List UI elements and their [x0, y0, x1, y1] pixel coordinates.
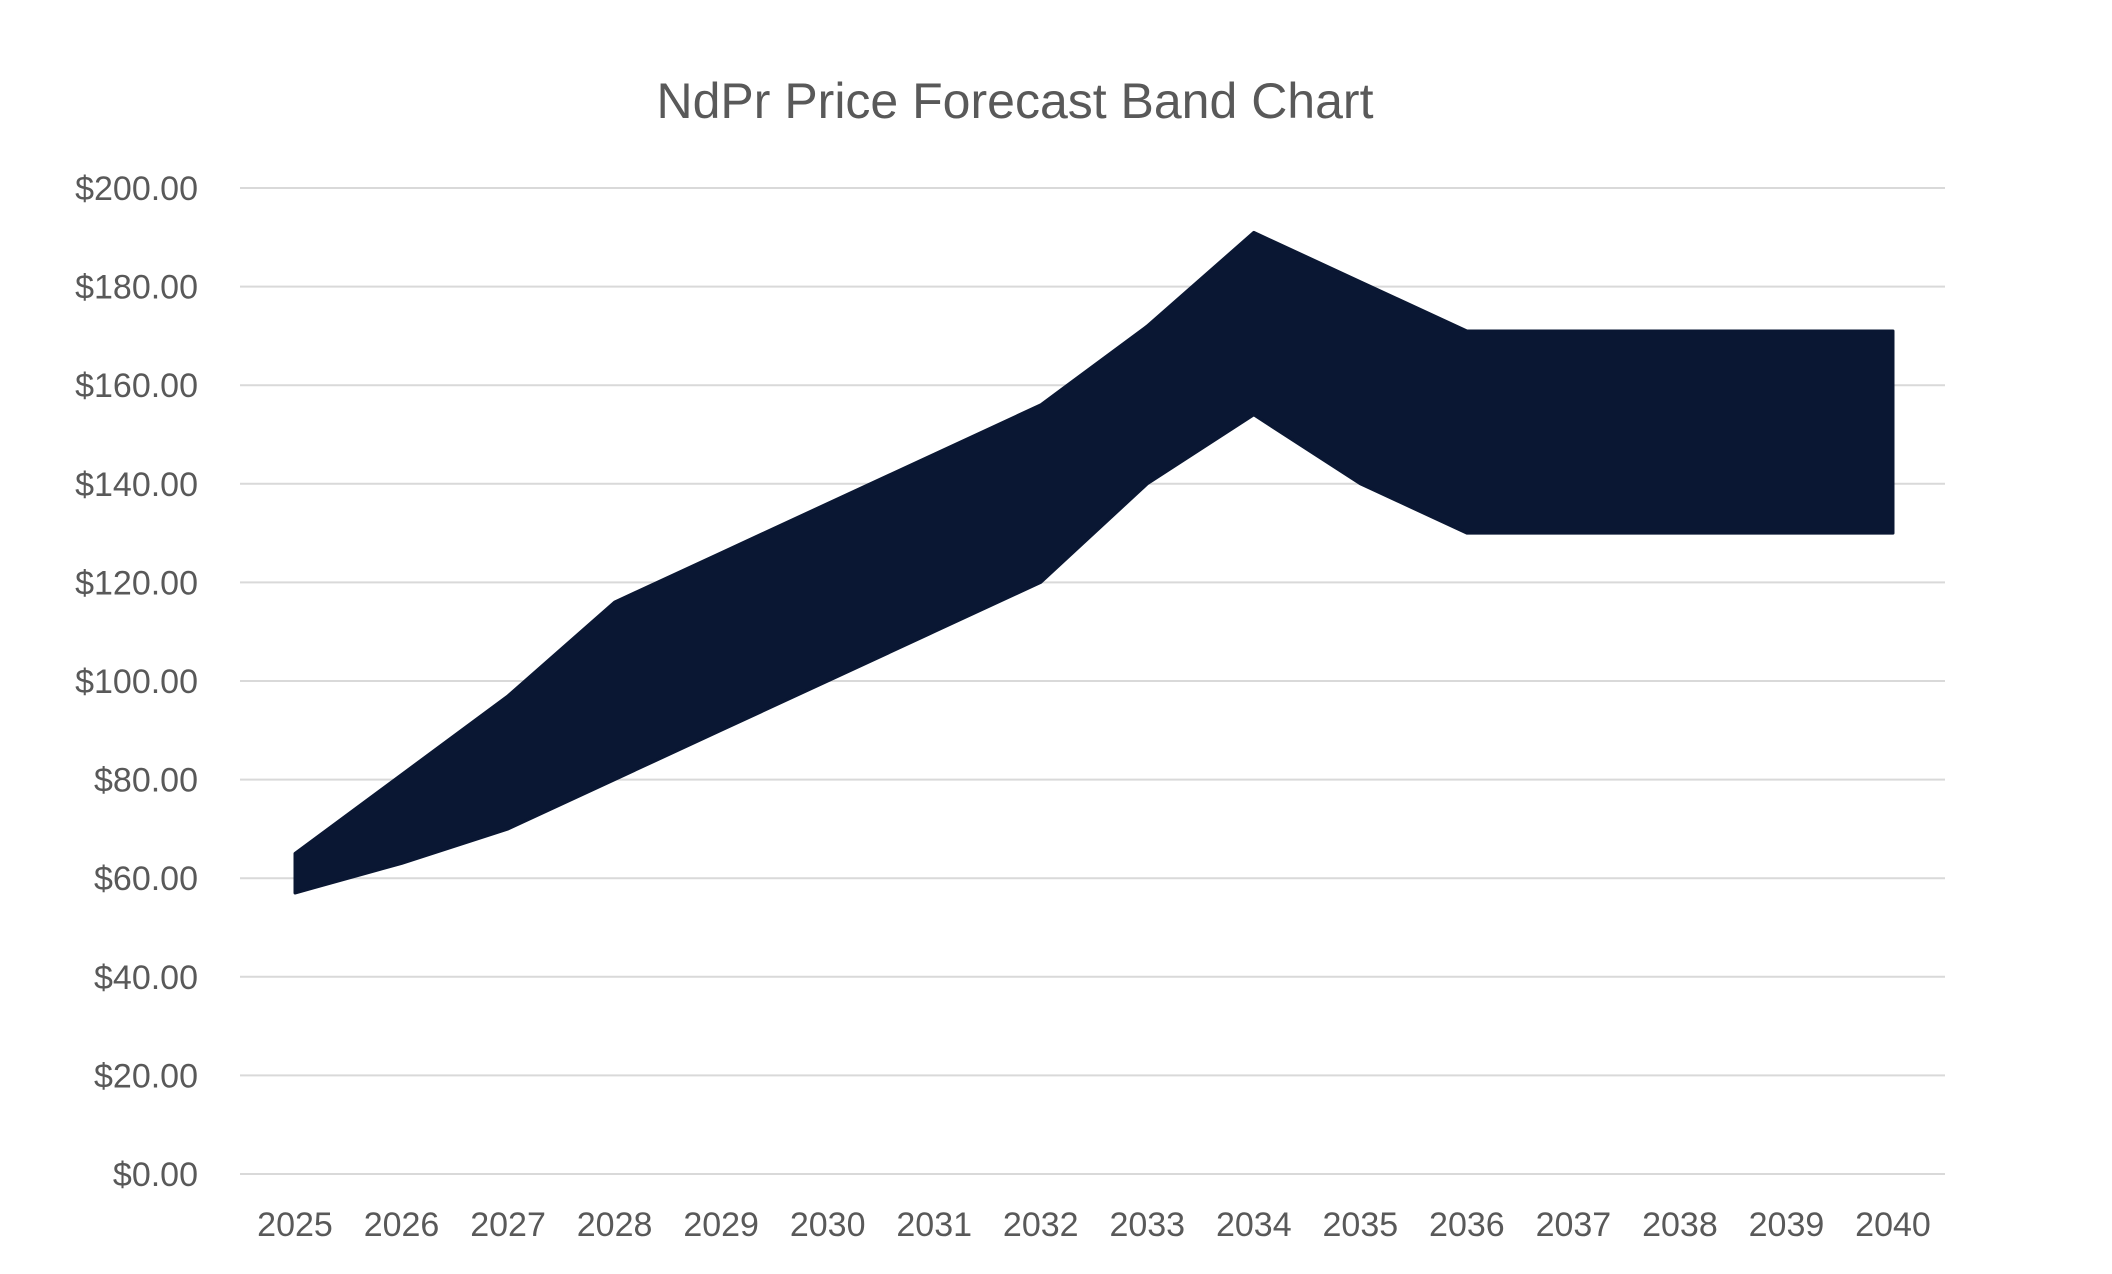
- x-tick-label: 2033: [1109, 1206, 1185, 1244]
- y-axis-labels: $0.00 $20.00 $40.00 $60.00 $80.00 $100.00 $120…: [75, 170, 198, 1194]
- x-tick-label: 2036: [1429, 1206, 1505, 1244]
- x-tick-label: 2026: [364, 1206, 440, 1244]
- x-axis-labels: 2025 2026 2027 2028 2029 2030 2031 2032 2033 2034…: [257, 1206, 1931, 1244]
- x-tick-label: 2038: [1642, 1206, 1718, 1244]
- y-tick-label: $0.00: [113, 1156, 198, 1194]
- x-tick-label: 2032: [1003, 1206, 1079, 1244]
- price-band-area: [293, 230, 1895, 895]
- y-tick-label: $120.00: [75, 564, 198, 602]
- x-tick-label: 2025: [257, 1206, 333, 1244]
- y-tick-label: $40.00: [94, 959, 198, 997]
- y-tick-label: $20.00: [94, 1057, 198, 1095]
- y-tick-label: $80.00: [94, 762, 198, 800]
- x-tick-label: 2035: [1323, 1206, 1399, 1244]
- price-band: [293, 230, 1895, 895]
- y-tick-label: $160.00: [75, 367, 198, 405]
- x-tick-label: 2037: [1536, 1206, 1612, 1244]
- y-tick-label: $140.00: [75, 466, 198, 504]
- chart-title: NdPr Price Forecast Band Chart: [657, 73, 1374, 129]
- x-tick-label: 2034: [1216, 1206, 1292, 1244]
- y-tick-label: $180.00: [75, 269, 198, 307]
- x-tick-label: 2040: [1855, 1206, 1931, 1244]
- x-tick-label: 2027: [470, 1206, 546, 1244]
- x-tick-label: 2039: [1749, 1206, 1825, 1244]
- x-tick-label: 2030: [790, 1206, 866, 1244]
- y-tick-label: $200.00: [75, 170, 198, 208]
- x-tick-label: 2028: [577, 1206, 653, 1244]
- y-tick-label: $60.00: [94, 860, 198, 898]
- x-tick-label: 2031: [896, 1206, 972, 1244]
- y-tick-label: $100.00: [75, 663, 198, 701]
- x-tick-label: 2029: [683, 1206, 759, 1244]
